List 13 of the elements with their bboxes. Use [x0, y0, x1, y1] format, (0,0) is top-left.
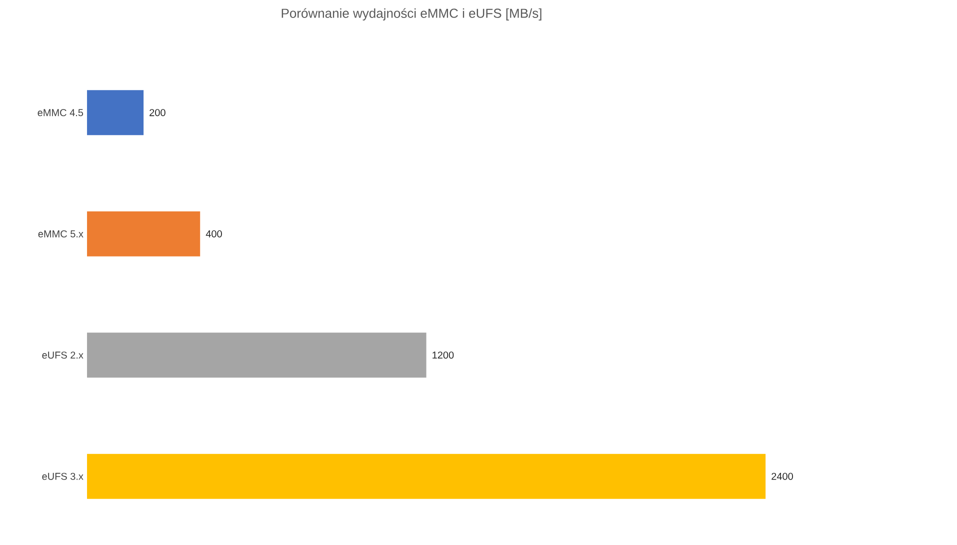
- data-label: 1200: [432, 352, 454, 359]
- data-label: 200: [150, 109, 166, 116]
- y-tick-label: eMMC 4.5: [38, 109, 84, 116]
- data-label: 400: [206, 230, 222, 238]
- bar: [87, 332, 426, 378]
- y-tick-label: eMMC 5.x: [38, 230, 84, 238]
- data-label: 2400: [772, 472, 793, 480]
- chart-title: Porównanie wydajności eMMC i eUFS [MB/s]: [282, 8, 542, 20]
- y-tick-label: eUFS 3.x: [42, 472, 84, 480]
- y-tick-label: eUFS 2.x: [42, 352, 84, 359]
- bar: [87, 90, 144, 136]
- bar: [87, 454, 766, 499]
- bar: [87, 211, 200, 256]
